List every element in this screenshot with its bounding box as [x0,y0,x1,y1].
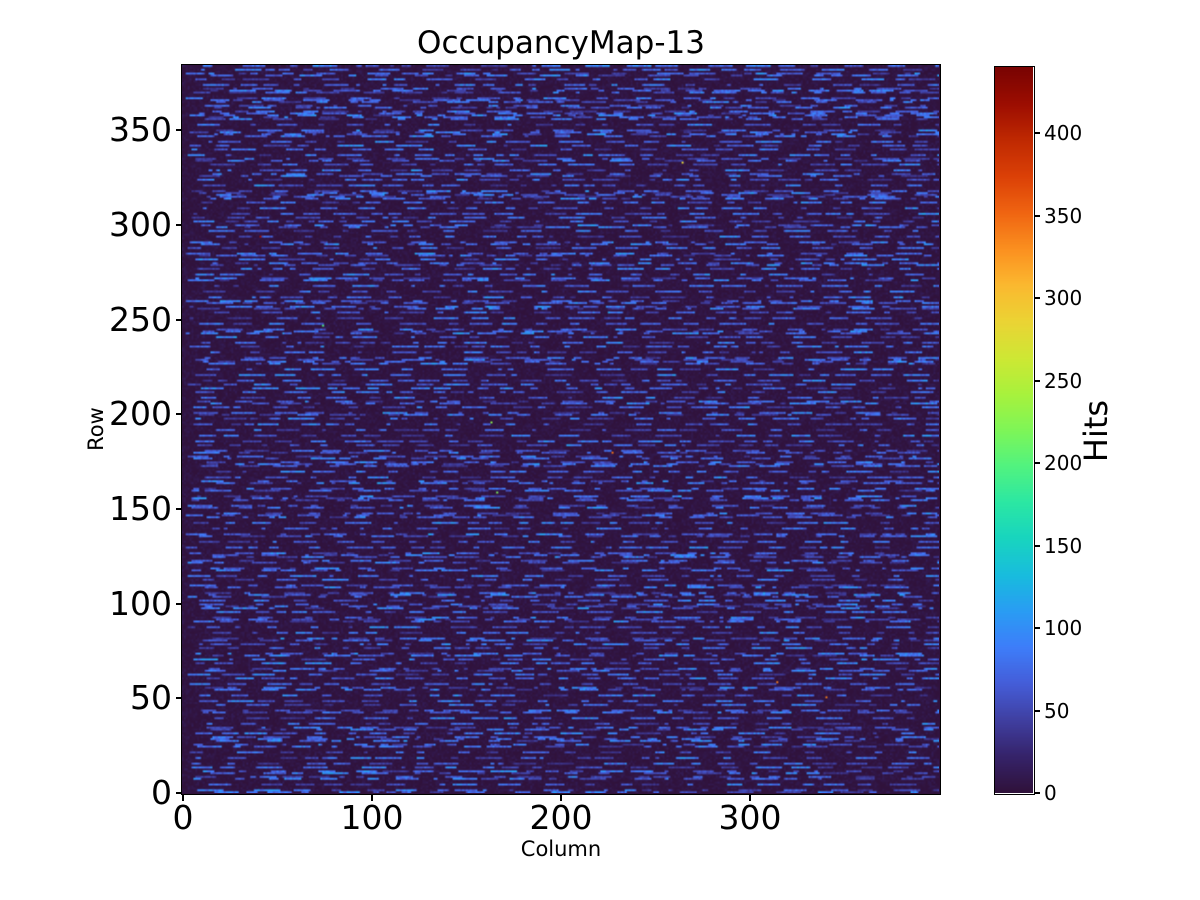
y-tick-mark [175,697,182,700]
x-tick-label: 200 [529,798,593,837]
y-tick-label: 100 [109,583,172,623]
colorbar-tick-mark [1034,627,1040,629]
y-tick-label: 150 [109,489,172,529]
y-tick-mark [175,224,182,227]
colorbar-tick-mark [1034,544,1040,547]
y-tick-mark [175,508,182,511]
colorbar [994,66,1035,795]
colorbar-tick-mark [1034,132,1040,134]
colorbar-tick-label: 250 [1044,368,1083,393]
y-tick-mark [175,129,182,132]
colorbar-tick-label: 0 [1044,781,1057,805]
colorbar-tick-mark [1034,214,1040,217]
x-tick-label: 100 [340,798,404,837]
colorbar-tick-mark [1034,462,1040,464]
y-tick-mark [175,602,182,605]
colorbar-tick-mark [1034,709,1040,712]
y-axis-label: Row [84,407,108,451]
colorbar-gradient [995,67,1033,793]
x-tick-label: 0 [172,798,194,837]
colorbar-label: Hits [1077,399,1115,463]
colorbar-tick-label: 200 [1044,451,1083,475]
colorbar-tick-label: 350 [1044,203,1083,228]
y-tick-mark [175,792,182,794]
x-tick-mark [182,794,184,801]
colorbar-tick-mark [1034,297,1040,299]
y-tick-label: 300 [109,205,172,245]
y-tick-label: 200 [109,394,172,434]
y-tick-label: 250 [109,299,172,339]
y-tick-label: 350 [109,110,172,150]
colorbar-tick-label: 150 [1044,533,1083,558]
colorbar-tick-label: 100 [1044,616,1083,640]
x-tick-mark [749,794,751,801]
colorbar-tick-mark [1034,792,1040,794]
colorbar-tick-label: 50 [1044,698,1070,723]
y-tick-mark [175,413,182,416]
x-tick-mark [371,794,373,801]
colorbar-tick-label: 400 [1044,121,1083,145]
colorbar-tick-mark [1034,379,1040,382]
y-tick-mark [175,318,182,321]
y-tick-label: 0 [151,773,172,812]
chart-title: OccupancyMap-13 [417,25,705,61]
heatmap-plot-area [181,64,941,795]
x-tick-label: 300 [718,798,782,837]
colorbar-tick-label: 300 [1044,286,1083,310]
x-axis-label: Column [520,837,602,861]
y-tick-label: 50 [130,678,172,718]
heatmap-canvas [182,65,939,793]
x-tick-mark [560,794,562,801]
